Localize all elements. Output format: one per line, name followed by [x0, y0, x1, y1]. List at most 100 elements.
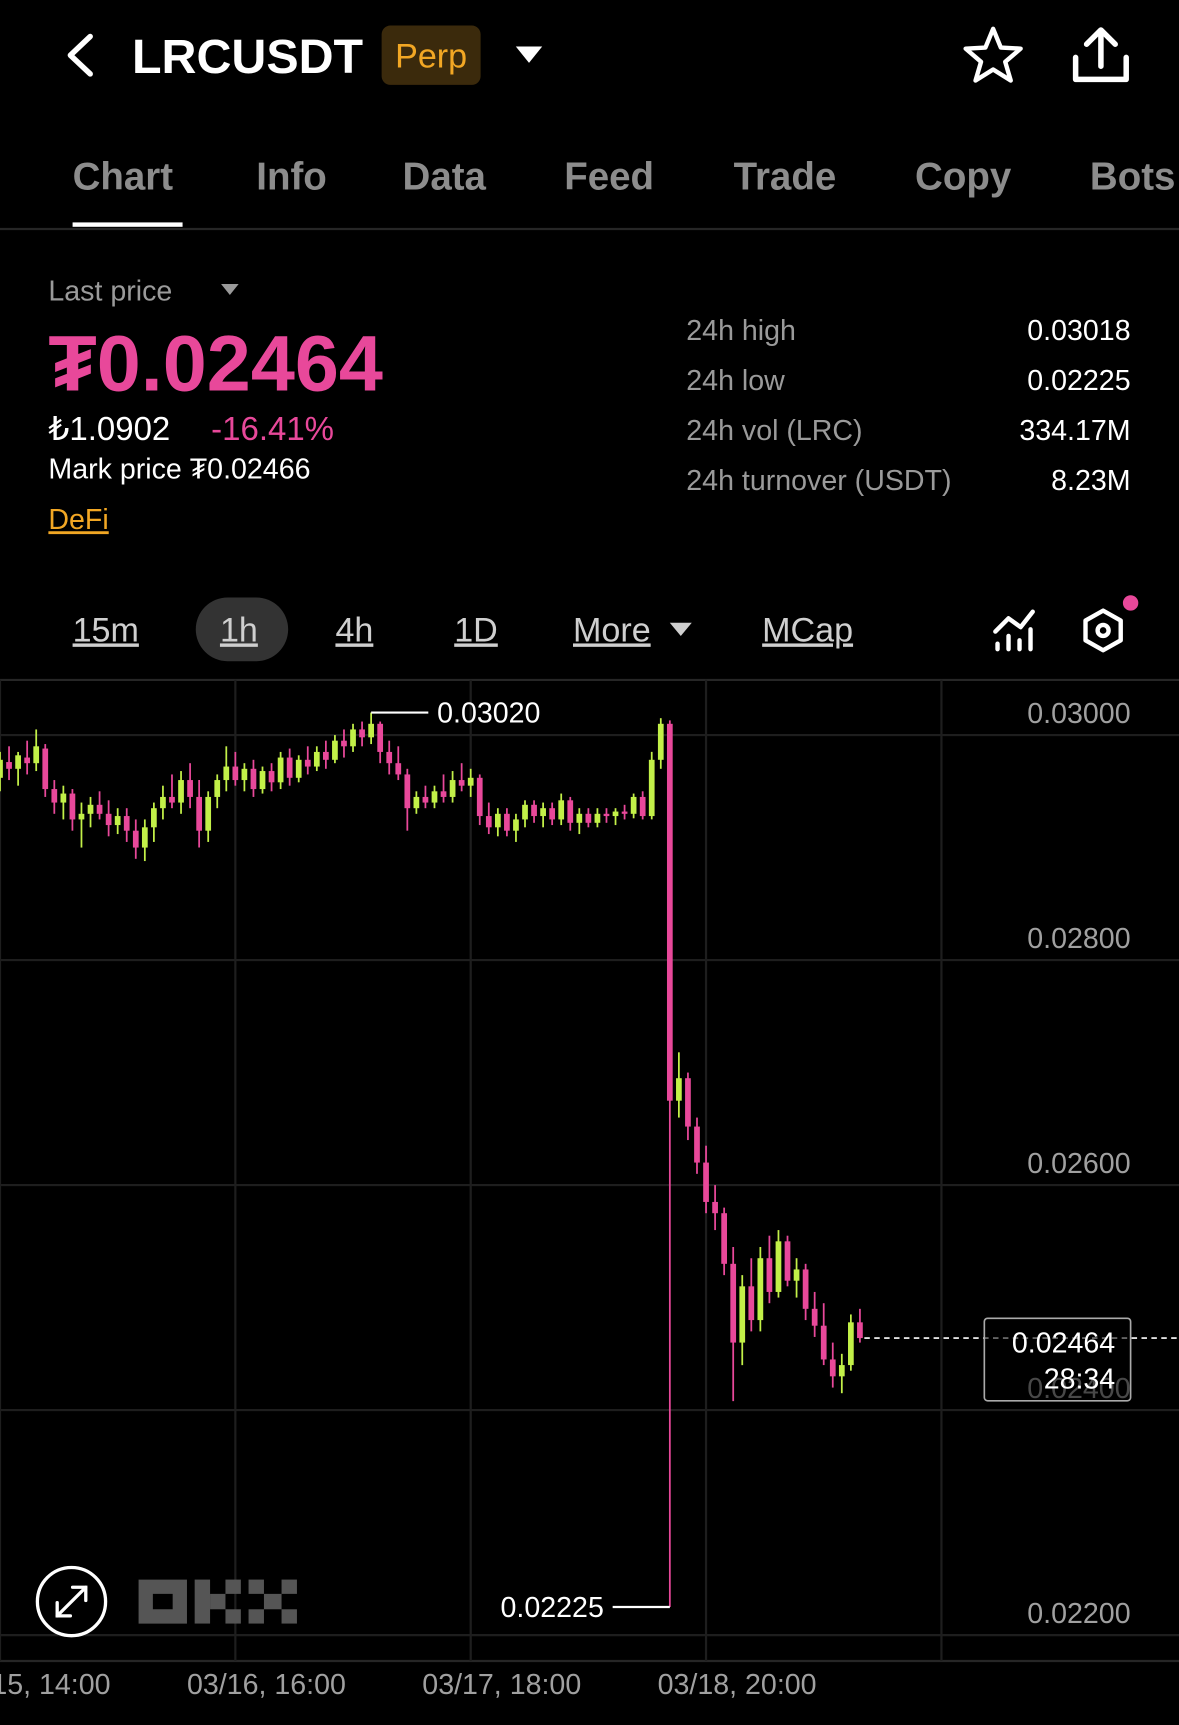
candle-body [377, 723, 384, 752]
interval[interactable]: 1D [454, 611, 498, 649]
candle-body [585, 813, 592, 823]
candle-body [567, 800, 574, 823]
interval[interactable]: MCap [762, 611, 853, 649]
price-mode[interactable]: Last price [48, 275, 172, 307]
badge-bg [381, 25, 481, 85]
candle-body [386, 751, 393, 764]
low-label: 0.02225 [501, 1592, 604, 1624]
mark-price: Mark price ₮0.02466 [48, 454, 310, 486]
candle-body [368, 723, 374, 738]
candle-body [694, 1126, 700, 1163]
candle-body [6, 762, 12, 769]
candle-body [576, 813, 583, 823]
fiat-price: ₺1.0902 [48, 410, 170, 447]
candle-body [51, 789, 58, 803]
candle-body [458, 780, 465, 786]
candle-body [594, 813, 601, 823]
tag[interactable]: DeFi [48, 504, 108, 536]
favorite-button[interactable] [963, 26, 1023, 83]
candle-body [712, 1201, 718, 1214]
candle-body [196, 796, 202, 831]
interval[interactable]: 4h [335, 611, 373, 649]
stat-label: 24h high [686, 315, 796, 347]
candle-body [739, 1286, 746, 1343]
indicator-button[interactable] [993, 609, 1035, 652]
notification-dot [1122, 595, 1139, 611]
candle-body [114, 816, 121, 826]
tab[interactable]: Bots [1090, 155, 1176, 198]
candle-body [123, 816, 130, 831]
candle-body [848, 1322, 854, 1366]
change: -16.41% [211, 410, 334, 447]
candle-body [151, 808, 157, 828]
candle-body [78, 813, 85, 820]
y-tick-label: 0.02600 [1027, 1148, 1130, 1180]
tab[interactable]: Info [256, 155, 327, 198]
interval[interactable]: More [573, 611, 651, 649]
candle-body [657, 723, 664, 760]
candle-body [766, 1258, 773, 1292]
badge: Perp [395, 37, 467, 75]
candle-body [522, 804, 528, 820]
tab[interactable]: Feed [564, 155, 654, 198]
candle-body [313, 751, 320, 767]
candle-body [431, 791, 438, 803]
share-button[interactable] [1072, 27, 1129, 83]
candle-body [784, 1241, 791, 1281]
candle-body [69, 793, 76, 820]
fullscreen-button[interactable] [35, 1565, 108, 1638]
candle-body [730, 1263, 737, 1343]
candle-body [703, 1162, 709, 1202]
candle-body [494, 813, 501, 828]
symbol-dropdown[interactable] [515, 46, 543, 63]
candle-body [96, 804, 103, 814]
candle-body [676, 1078, 682, 1101]
settings-button[interactable] [1083, 608, 1123, 653]
symbol: LRCUSDT [132, 30, 364, 84]
candle-body [449, 780, 456, 797]
tab[interactable]: Data [403, 155, 487, 198]
candle-body [232, 766, 239, 781]
candle-body [639, 796, 646, 817]
x-tick-label: 03/15, 14:00 [0, 1669, 111, 1701]
candle-body [295, 759, 302, 778]
interval[interactable]: 1h [220, 611, 258, 649]
candle-body [15, 755, 21, 769]
candle-body [160, 796, 166, 809]
interval[interactable]: 15m [73, 611, 139, 649]
stat-label: 24h turnover (USDT) [686, 465, 951, 497]
candle-body [621, 811, 628, 814]
x-tick-label: 03/18, 20:00 [658, 1669, 817, 1701]
back-button[interactable] [67, 33, 93, 77]
x-tick-label: 03/17, 18:00 [422, 1669, 581, 1701]
tab[interactable]: Trade [734, 155, 837, 198]
stat-value: 0.03018 [1027, 315, 1130, 347]
candle-body [169, 796, 175, 803]
tab-indicator [72, 222, 183, 227]
candle-body [359, 729, 365, 738]
last-price-label: 0.02464 [1012, 1327, 1115, 1359]
stat-value: 8.23M [1051, 465, 1130, 497]
price-mode-dropdown[interactable] [221, 283, 239, 295]
tab[interactable]: Copy [915, 155, 1012, 198]
candle-body [793, 1269, 800, 1281]
candle-body [820, 1325, 827, 1360]
stat-value: 334.17M [1019, 415, 1130, 447]
candle-body [531, 804, 537, 817]
candle-body [60, 793, 67, 803]
tab[interactable]: Chart [73, 155, 174, 198]
candle-body [485, 816, 492, 828]
stat-label: 24h vol (LRC) [686, 415, 862, 447]
y-tick-label: 0.03000 [1027, 698, 1130, 730]
candle-body [395, 763, 402, 775]
last-price: ₮0.02464 [48, 319, 383, 408]
stat-label: 24h low [686, 365, 785, 397]
candle-body [24, 757, 31, 764]
candle-body [105, 813, 112, 826]
more-dropdown[interactable] [669, 622, 692, 636]
candle-body [829, 1359, 836, 1377]
candle-body [630, 796, 637, 814]
candle-body [857, 1322, 863, 1339]
